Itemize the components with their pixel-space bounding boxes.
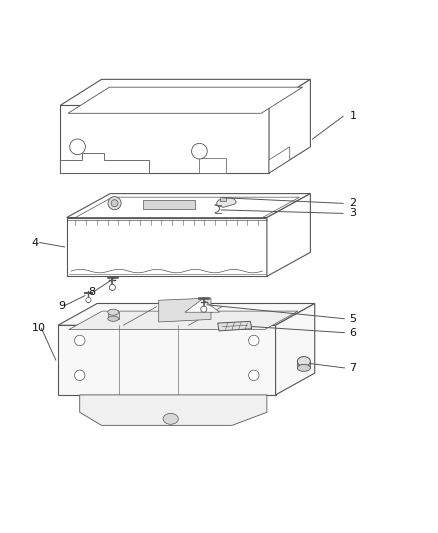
Circle shape — [191, 143, 207, 159]
Circle shape — [110, 284, 116, 290]
Polygon shape — [159, 298, 211, 322]
Polygon shape — [80, 395, 267, 425]
Polygon shape — [267, 193, 311, 276]
Text: 4: 4 — [32, 238, 39, 247]
Text: 2: 2 — [350, 198, 357, 208]
Polygon shape — [58, 303, 315, 325]
Text: 3: 3 — [350, 208, 357, 219]
Polygon shape — [67, 193, 311, 217]
Polygon shape — [143, 200, 195, 209]
Circle shape — [108, 197, 121, 209]
Polygon shape — [69, 311, 298, 329]
Ellipse shape — [163, 414, 178, 424]
Text: 7: 7 — [350, 363, 357, 373]
Circle shape — [86, 297, 91, 303]
Text: 9: 9 — [58, 301, 65, 311]
Circle shape — [249, 370, 259, 381]
Text: 8: 8 — [88, 287, 95, 297]
Polygon shape — [68, 87, 303, 114]
Ellipse shape — [297, 365, 311, 372]
Polygon shape — [60, 154, 148, 173]
Circle shape — [74, 335, 85, 346]
Circle shape — [74, 370, 85, 381]
Circle shape — [70, 139, 85, 155]
Polygon shape — [108, 312, 119, 319]
Polygon shape — [185, 299, 219, 312]
Polygon shape — [67, 217, 267, 276]
Text: 5: 5 — [350, 314, 357, 324]
Ellipse shape — [297, 357, 311, 366]
Polygon shape — [269, 147, 290, 173]
Text: 10: 10 — [32, 324, 46, 333]
Polygon shape — [297, 361, 311, 368]
Polygon shape — [60, 79, 311, 106]
Polygon shape — [58, 325, 276, 395]
Polygon shape — [199, 158, 226, 173]
Polygon shape — [269, 79, 311, 173]
Circle shape — [249, 335, 259, 346]
Polygon shape — [276, 303, 315, 395]
Polygon shape — [75, 197, 300, 217]
Text: 6: 6 — [350, 328, 357, 337]
Circle shape — [201, 306, 207, 312]
Bar — [220, 197, 226, 201]
Polygon shape — [217, 198, 237, 207]
Polygon shape — [60, 106, 269, 173]
Ellipse shape — [108, 316, 119, 321]
Ellipse shape — [108, 309, 119, 315]
Circle shape — [111, 200, 118, 207]
Polygon shape — [218, 321, 252, 331]
Text: 1: 1 — [350, 111, 357, 122]
